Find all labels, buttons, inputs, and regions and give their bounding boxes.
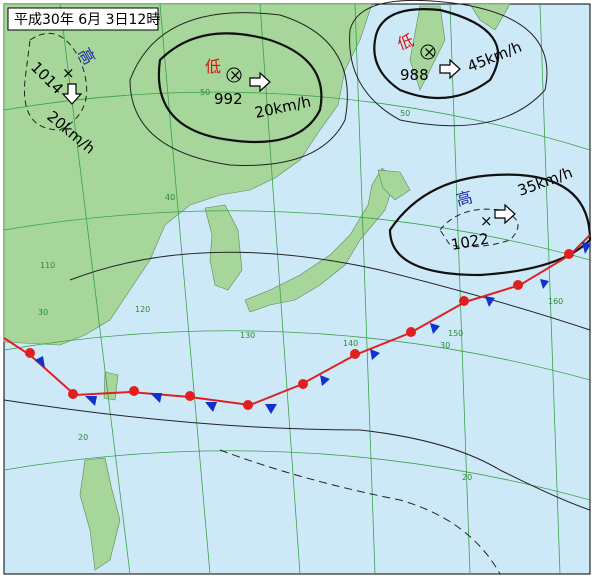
grid-label: 20 [78, 433, 88, 442]
system-kind: 低 [395, 30, 417, 53]
center-mark: × [480, 212, 493, 230]
low-center-ring [226, 67, 242, 83]
grid-label: 120 [135, 305, 150, 314]
system-kind: 低 [205, 57, 221, 76]
grid-label: 30 [38, 308, 48, 317]
title: 平成30年 6月 3日12時 [14, 12, 160, 28]
grid-label: 140 [343, 339, 358, 348]
front-symbols [25, 242, 591, 414]
grid-label: 110 [40, 261, 55, 270]
low-center-ring [420, 44, 436, 60]
graticule [3, 3, 591, 575]
isobars [3, 0, 592, 575]
land [3, 3, 511, 571]
pressure: 992 [214, 90, 243, 108]
pressure: 988 [400, 66, 429, 84]
grid-label: 160 [548, 297, 563, 306]
grid-label: 50 [200, 88, 210, 97]
grid-label: 30 [440, 341, 450, 350]
system-kind: 高 [454, 187, 474, 209]
center-mark: × [423, 43, 436, 61]
center-mark: × [229, 66, 242, 84]
grid-label: 150 [448, 329, 463, 338]
grid-label: 130 [240, 331, 255, 340]
grid-label: 50 [400, 109, 410, 118]
title-box [7, 7, 159, 31]
grid-label: 40 [165, 193, 175, 202]
motion-arrows [61, 58, 516, 225]
grid-label: 20 [462, 473, 472, 482]
center-mark: × [62, 64, 75, 82]
